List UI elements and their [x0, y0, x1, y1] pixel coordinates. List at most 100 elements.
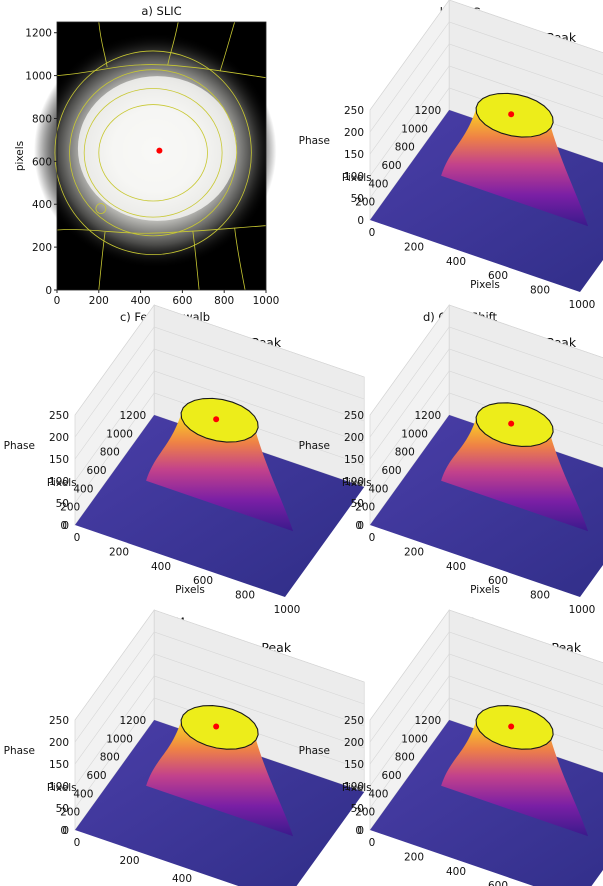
segment-boundary [98, 232, 106, 291]
x-tick-label: 200 [109, 546, 129, 558]
y-tick-label: 1200 [119, 715, 146, 727]
x-tick-label: 0 [54, 295, 61, 307]
surface-peak-top [180, 397, 259, 443]
z-gridline [74, 609, 365, 721]
z-tick-label: 100 [344, 476, 364, 488]
segment-boundary [69, 69, 238, 237]
z-tick-label: 0 [357, 825, 364, 837]
x-tick-label: 0 [369, 532, 376, 544]
x-tick-label: 1000 [569, 299, 596, 311]
z-gridline [369, 43, 603, 155]
z-tick-label: 100 [344, 171, 364, 183]
y-axis-label: pixels [14, 141, 26, 171]
x-tick-label: 200 [89, 295, 109, 307]
y-tick-label: 1200 [25, 28, 52, 40]
surface-peak-top [475, 705, 554, 750]
z-tick-label: 100 [344, 781, 364, 793]
z-gridline [74, 675, 365, 787]
z-tick-label: 50 [56, 498, 69, 510]
z-gridline [369, 65, 603, 177]
y-tick-label: 800 [100, 447, 120, 459]
x-tick-label: 800 [530, 590, 550, 602]
surface-peak-top [475, 92, 554, 138]
z-tick-label: 150 [49, 454, 69, 466]
segment-boundary [234, 227, 246, 291]
panel-c-felzenszwalb-surface: c) FelzenszwalbIntensity Peak05010015020… [4, 304, 365, 616]
y-tick-label: 600 [382, 770, 402, 782]
y-tick-label: 1000 [25, 71, 52, 83]
z-gridline [369, 392, 603, 504]
z-gridline [369, 348, 603, 460]
intensity-peak-marker [156, 147, 163, 154]
x-tick-label: 600 [172, 295, 192, 307]
y-axis-label: Pixels [47, 782, 77, 794]
y-tick-label: 200 [60, 502, 80, 514]
y-tick-label: 200 [32, 242, 52, 254]
z-tick-label: 200 [344, 432, 364, 444]
z-gridline [74, 304, 365, 416]
y-tick-label: 0 [60, 520, 67, 532]
intensity-peak-marker [213, 723, 220, 730]
z-tick-label: 0 [357, 520, 364, 532]
y-tick-label: 1000 [106, 733, 133, 745]
z-gridline [369, 304, 603, 416]
y-tick-label: 400 [73, 788, 93, 800]
z-tick-label: 0 [62, 825, 69, 837]
segment-boundary [167, 21, 179, 65]
z-axis-label: Phase [4, 745, 35, 757]
segment-boundary [98, 104, 208, 202]
y-tick-label: 600 [382, 465, 402, 477]
z-axis-label: Phase [4, 440, 35, 452]
x-tick-label: 600 [488, 270, 508, 282]
z-gridline [369, 21, 603, 133]
z-tick-label: 100 [49, 781, 69, 793]
x-tick-label: 0 [369, 837, 376, 849]
y-tick-label: 0 [355, 520, 362, 532]
z-gridline [369, 697, 603, 809]
segment-boundary [56, 64, 141, 76]
surface-peak-top [180, 705, 259, 750]
z-gridline [74, 348, 365, 460]
segment-boundary [95, 203, 107, 214]
y-tick-label: 200 [60, 807, 80, 819]
x-tick-label: 400 [131, 295, 151, 307]
z-tick-label: 0 [62, 520, 69, 532]
x-tick-label: 400 [172, 873, 192, 885]
y-tick-label: 600 [32, 156, 52, 168]
intensity-peak-marker [213, 416, 220, 423]
y-tick-label: 1000 [401, 428, 428, 440]
x-tick-label: 400 [446, 866, 466, 878]
x-tick-label: 1000 [274, 604, 301, 616]
x-tick-label: 200 [404, 851, 424, 863]
z-gridline [74, 653, 365, 765]
x-tick-label: 800 [235, 590, 255, 602]
z-gridline [74, 631, 365, 743]
z-tick-label: 200 [344, 737, 364, 749]
segment-boundary [219, 21, 236, 72]
surface-peak-top [475, 402, 554, 447]
z-tick-label: 200 [49, 432, 69, 444]
surface-peak-body [146, 714, 294, 837]
z-tick-label: 150 [344, 759, 364, 771]
z-gridline [369, 326, 603, 438]
x-tick-label: 800 [530, 285, 550, 297]
x-tick-label: 200 [404, 241, 424, 253]
x-tick-label: 200 [404, 546, 424, 558]
z-gridline [74, 392, 365, 504]
x-tick-label: 400 [446, 256, 466, 268]
z-gridline [369, 675, 603, 787]
z-axis-label: Phase [299, 745, 330, 757]
z-tick-label: 150 [344, 149, 364, 161]
z-tick-label: 150 [344, 454, 364, 466]
y-axis-label: Pixels [47, 477, 77, 489]
x-tick-label: 200 [119, 855, 139, 867]
z-tick-label: 250 [344, 410, 364, 422]
y-tick-label: 1000 [106, 428, 133, 440]
z-gridline [369, 631, 603, 743]
y-tick-label: 600 [87, 465, 107, 477]
z-axis-label: Phase [299, 440, 330, 452]
y-axis-label: Pixels [342, 477, 372, 489]
x-tick-label: 1000 [569, 604, 596, 616]
z-tick-label: 50 [351, 498, 364, 510]
intensity-peak-marker [508, 111, 515, 118]
